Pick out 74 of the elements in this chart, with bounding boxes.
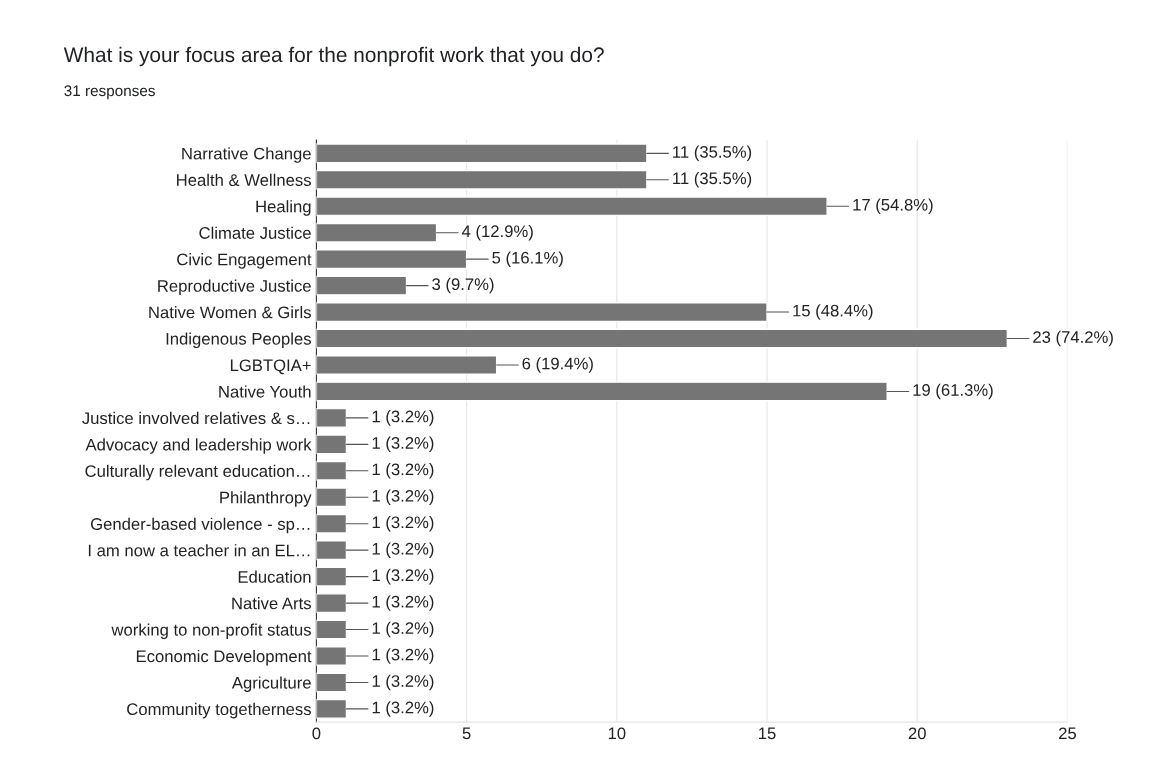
data-label: 11 (35.5%) — [673, 172, 752, 188]
data-label: 1 (3.2%) — [372, 595, 434, 611]
y-tick-label: Narrative Change — [182, 147, 311, 163]
chart-title: What is your focus area for the nonprofit work that you do? — [63, 46, 604, 67]
bar — [316, 196, 828, 217]
y-tick-label: LGBTQIA+ — [230, 359, 311, 375]
data-label: 1 (3.2%) — [372, 463, 434, 479]
y-tick-label: Agriculture — [231, 676, 311, 692]
data-label: 23 (74.2%) — [1033, 330, 1113, 347]
x-tick-label: 10 — [608, 727, 626, 740]
y-tick-label: working to non-profit status — [111, 623, 311, 640]
y-tick-label: Advocacy and leadership work — [85, 438, 312, 454]
y-tick-label: Climate Justice — [199, 226, 311, 239]
bar — [316, 275, 408, 296]
x-tick-label: 25 — [1059, 727, 1077, 740]
text: 31 responses — [64, 85, 155, 100]
data-label: 5 (16.1%) — [492, 251, 563, 267]
y-tick-label: Native Youth — [219, 385, 311, 398]
bar — [316, 434, 348, 455]
bar — [316, 407, 348, 428]
y-tick-label: Health & Wellness — [177, 173, 311, 186]
data-label: 1 (3.2%) — [372, 542, 434, 558]
bar — [316, 619, 348, 640]
y-tick-label: Justice involved relatives & s… — [82, 411, 310, 425]
y-tick-label: Civic Engagement — [177, 253, 312, 269]
data-label: 1 (3.2%) — [372, 489, 434, 506]
data-label: 19 (61.3%) — [913, 383, 993, 400]
data-label: 1 (3.2%) — [372, 648, 434, 664]
data-label: 17 (54.8%) — [853, 198, 933, 214]
data-label: 3 (9.7%) — [432, 277, 494, 294]
data-label: 1 (3.2%) — [372, 701, 434, 717]
bar — [316, 698, 348, 719]
data-label: 15 (48.4%) — [793, 304, 873, 320]
y-tick-label: Healing — [256, 200, 311, 216]
x-tick-label: 5 — [462, 727, 471, 740]
bar — [316, 143, 648, 164]
data-label: 1 (3.2%) — [372, 410, 434, 426]
data-label: 1 (3.2%) — [372, 621, 434, 638]
y-tick-label: Native Arts — [232, 597, 311, 610]
y-tick-label: Philanthropy — [220, 491, 312, 507]
data-label: 11 (35.5%) — [673, 145, 752, 162]
bar — [316, 169, 648, 190]
y-tick-label: Education — [238, 570, 311, 583]
y-tick-label: Native Women & Girls — [149, 306, 311, 319]
bar — [316, 328, 1009, 349]
y-tick-label: Gender-based violence - sp… — [90, 517, 310, 534]
bar — [316, 566, 348, 587]
bar — [316, 460, 348, 481]
data-label: 1 (3.2%) — [372, 515, 434, 532]
data-label: 1 (3.2%) — [372, 436, 434, 453]
bar — [316, 540, 348, 561]
x-tick-label: 20 — [908, 727, 926, 740]
y-tick-label: Community togetherness — [127, 702, 311, 719]
x-tick-label: 15 — [759, 727, 776, 740]
y-tick-label: Indigenous Peoples — [166, 332, 311, 349]
bar — [316, 302, 768, 323]
x-tick-label: 0 — [312, 727, 321, 740]
bar — [316, 381, 888, 402]
bar — [316, 672, 348, 693]
y-tick-label: Economic Development — [136, 649, 312, 666]
data-label: 1 (3.2%) — [372, 568, 434, 585]
bar — [316, 513, 348, 534]
bar — [316, 646, 348, 666]
data-label: 6 (19.4%) — [522, 357, 593, 373]
y-tick-label: Reproductive Justice — [158, 279, 311, 296]
y-tick-label: I am now a teacher in an EL… — [88, 544, 310, 557]
bar — [316, 355, 498, 375]
bar — [316, 593, 348, 614]
y-tick-label: Culturally relevant education… — [85, 464, 310, 481]
bar — [316, 222, 438, 243]
data-label: 1 (3.2%) — [372, 674, 434, 691]
data-label: 4 (12.9%) — [461, 224, 533, 241]
bar — [316, 487, 348, 508]
bar — [316, 249, 468, 270]
